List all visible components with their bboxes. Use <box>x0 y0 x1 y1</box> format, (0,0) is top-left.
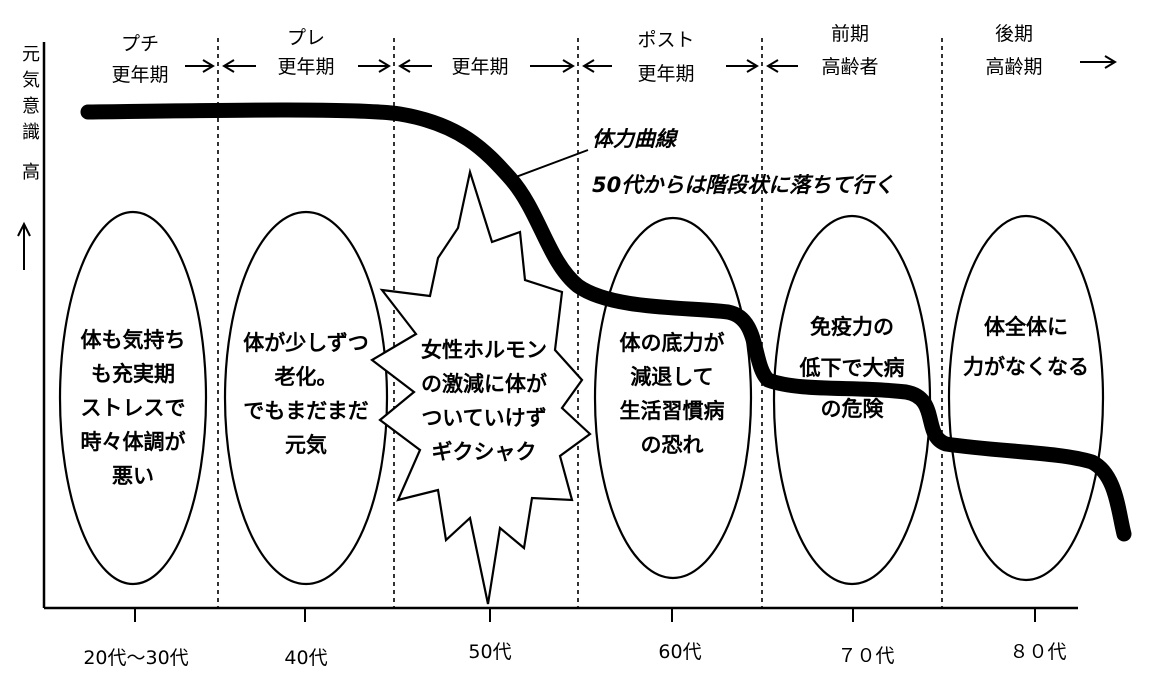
phase-6-line-2: 高齢期 <box>985 56 1042 78</box>
phase-3-line-1: 更年期 <box>451 56 508 78</box>
bubble-4-line-2: 減退して <box>630 365 713 389</box>
bubble-4-line-1: 体の底力が <box>620 331 725 355</box>
bubble-3-line-3: ついていけず <box>421 406 546 430</box>
bubble-5-line-2: 低下で大病 <box>799 356 905 380</box>
bubble-2-line-1: 体が少しずつ <box>243 331 369 355</box>
y-axis-char-4: 識 <box>22 122 40 143</box>
bubble-1-line-1: 体も気持ち <box>81 328 186 352</box>
phase-dividers <box>217 38 943 608</box>
y-axis-char-3: 意 <box>22 96 40 117</box>
y-axis-label: 元 気 意 識 高 <box>17 44 40 270</box>
phase-labels: プチ 更年期 プレ 更年期 更年期 ポスト 更年期 前期 高齢者 後期 高齢期 <box>111 23 1042 86</box>
bubble-1-line-4: 時々体調が <box>81 430 186 454</box>
curve-label-desc: 50代からは階段状に落ちて行く <box>592 173 894 197</box>
bubble-4-line-4: の恐れ <box>641 433 704 457</box>
bubble-1-line-2: も充実期 <box>91 362 175 386</box>
phase-1-line-1: プチ <box>121 33 159 55</box>
bubble-3-line-1: 女性ホルモン <box>421 338 547 362</box>
bubble-5-line-1: 免疫力の <box>810 315 894 339</box>
x-label-40s: 40代 <box>284 647 327 669</box>
x-label-60s: 60代 <box>658 641 701 663</box>
bubble-3-line-4: ギクシャク <box>432 440 537 464</box>
bubble-2-line-4: 元気 <box>285 433 327 457</box>
bubble-1-line-3: ストレスで <box>81 396 186 420</box>
bubble-shapes <box>58 167 1105 605</box>
bubble-2-line-2: 老化。 <box>275 365 338 389</box>
bubble-texts: 体も気持ち も充実期 ストレスで 時々体調が 悪い 体が少しずつ 老化。 でもま… <box>81 315 1090 488</box>
phase-2-line-2: 更年期 <box>277 56 334 78</box>
phase-5-line-2: 高齢者 <box>821 56 878 78</box>
phase-2-line-1: プレ <box>287 27 325 49</box>
x-label-70s: ７０代 <box>837 645 894 667</box>
phase-4-line-1: ポスト <box>637 29 694 51</box>
bubble-4-ellipse <box>593 216 753 580</box>
bubble-1-line-5: 悪い <box>112 464 154 488</box>
phase-5-line-1: 前期 <box>831 23 869 45</box>
phase-4-line-2: 更年期 <box>637 63 694 85</box>
x-label-20s-30s: 20代～30代 <box>83 647 188 669</box>
y-axis-char-1: 元 <box>22 44 40 65</box>
bubble-6-line-1: 体全体に <box>984 315 1068 339</box>
y-axis-char-2: 気 <box>22 70 40 91</box>
bubble-3-line-2: の激減に体が <box>421 372 547 396</box>
bubble-6-ellipse <box>947 214 1105 582</box>
bubble-3-burst <box>370 167 592 605</box>
bubble-2-ellipse <box>223 210 389 586</box>
stamina-curve <box>80 102 1132 542</box>
x-axis-labels: 20代～30代 40代 50代 60代 ７０代 ８０代 <box>83 641 1066 669</box>
bubble-1-ellipse <box>58 210 208 586</box>
bubble-4-line-3: 生活習慣病 <box>620 399 725 423</box>
bubble-5-line-3: の危険 <box>821 397 885 421</box>
y-axis-level: 高 <box>22 162 40 183</box>
y-axis-arrow-icon <box>17 221 31 270</box>
curve-label-title: 体力曲線 <box>592 127 679 151</box>
x-label-80s: ８０代 <box>1009 641 1066 663</box>
x-label-50s: 50代 <box>468 641 511 663</box>
phase-arrows <box>185 55 1117 73</box>
phase-6-line-1: 後期 <box>995 23 1033 45</box>
curve-label-leader <box>507 149 589 181</box>
bubble-6-line-2: 力がなくなる <box>963 355 1089 379</box>
bubble-2-line-3: でもまだまだ <box>243 399 369 423</box>
phase-1-line-2: 更年期 <box>111 64 168 86</box>
x-ticks <box>134 608 1036 622</box>
